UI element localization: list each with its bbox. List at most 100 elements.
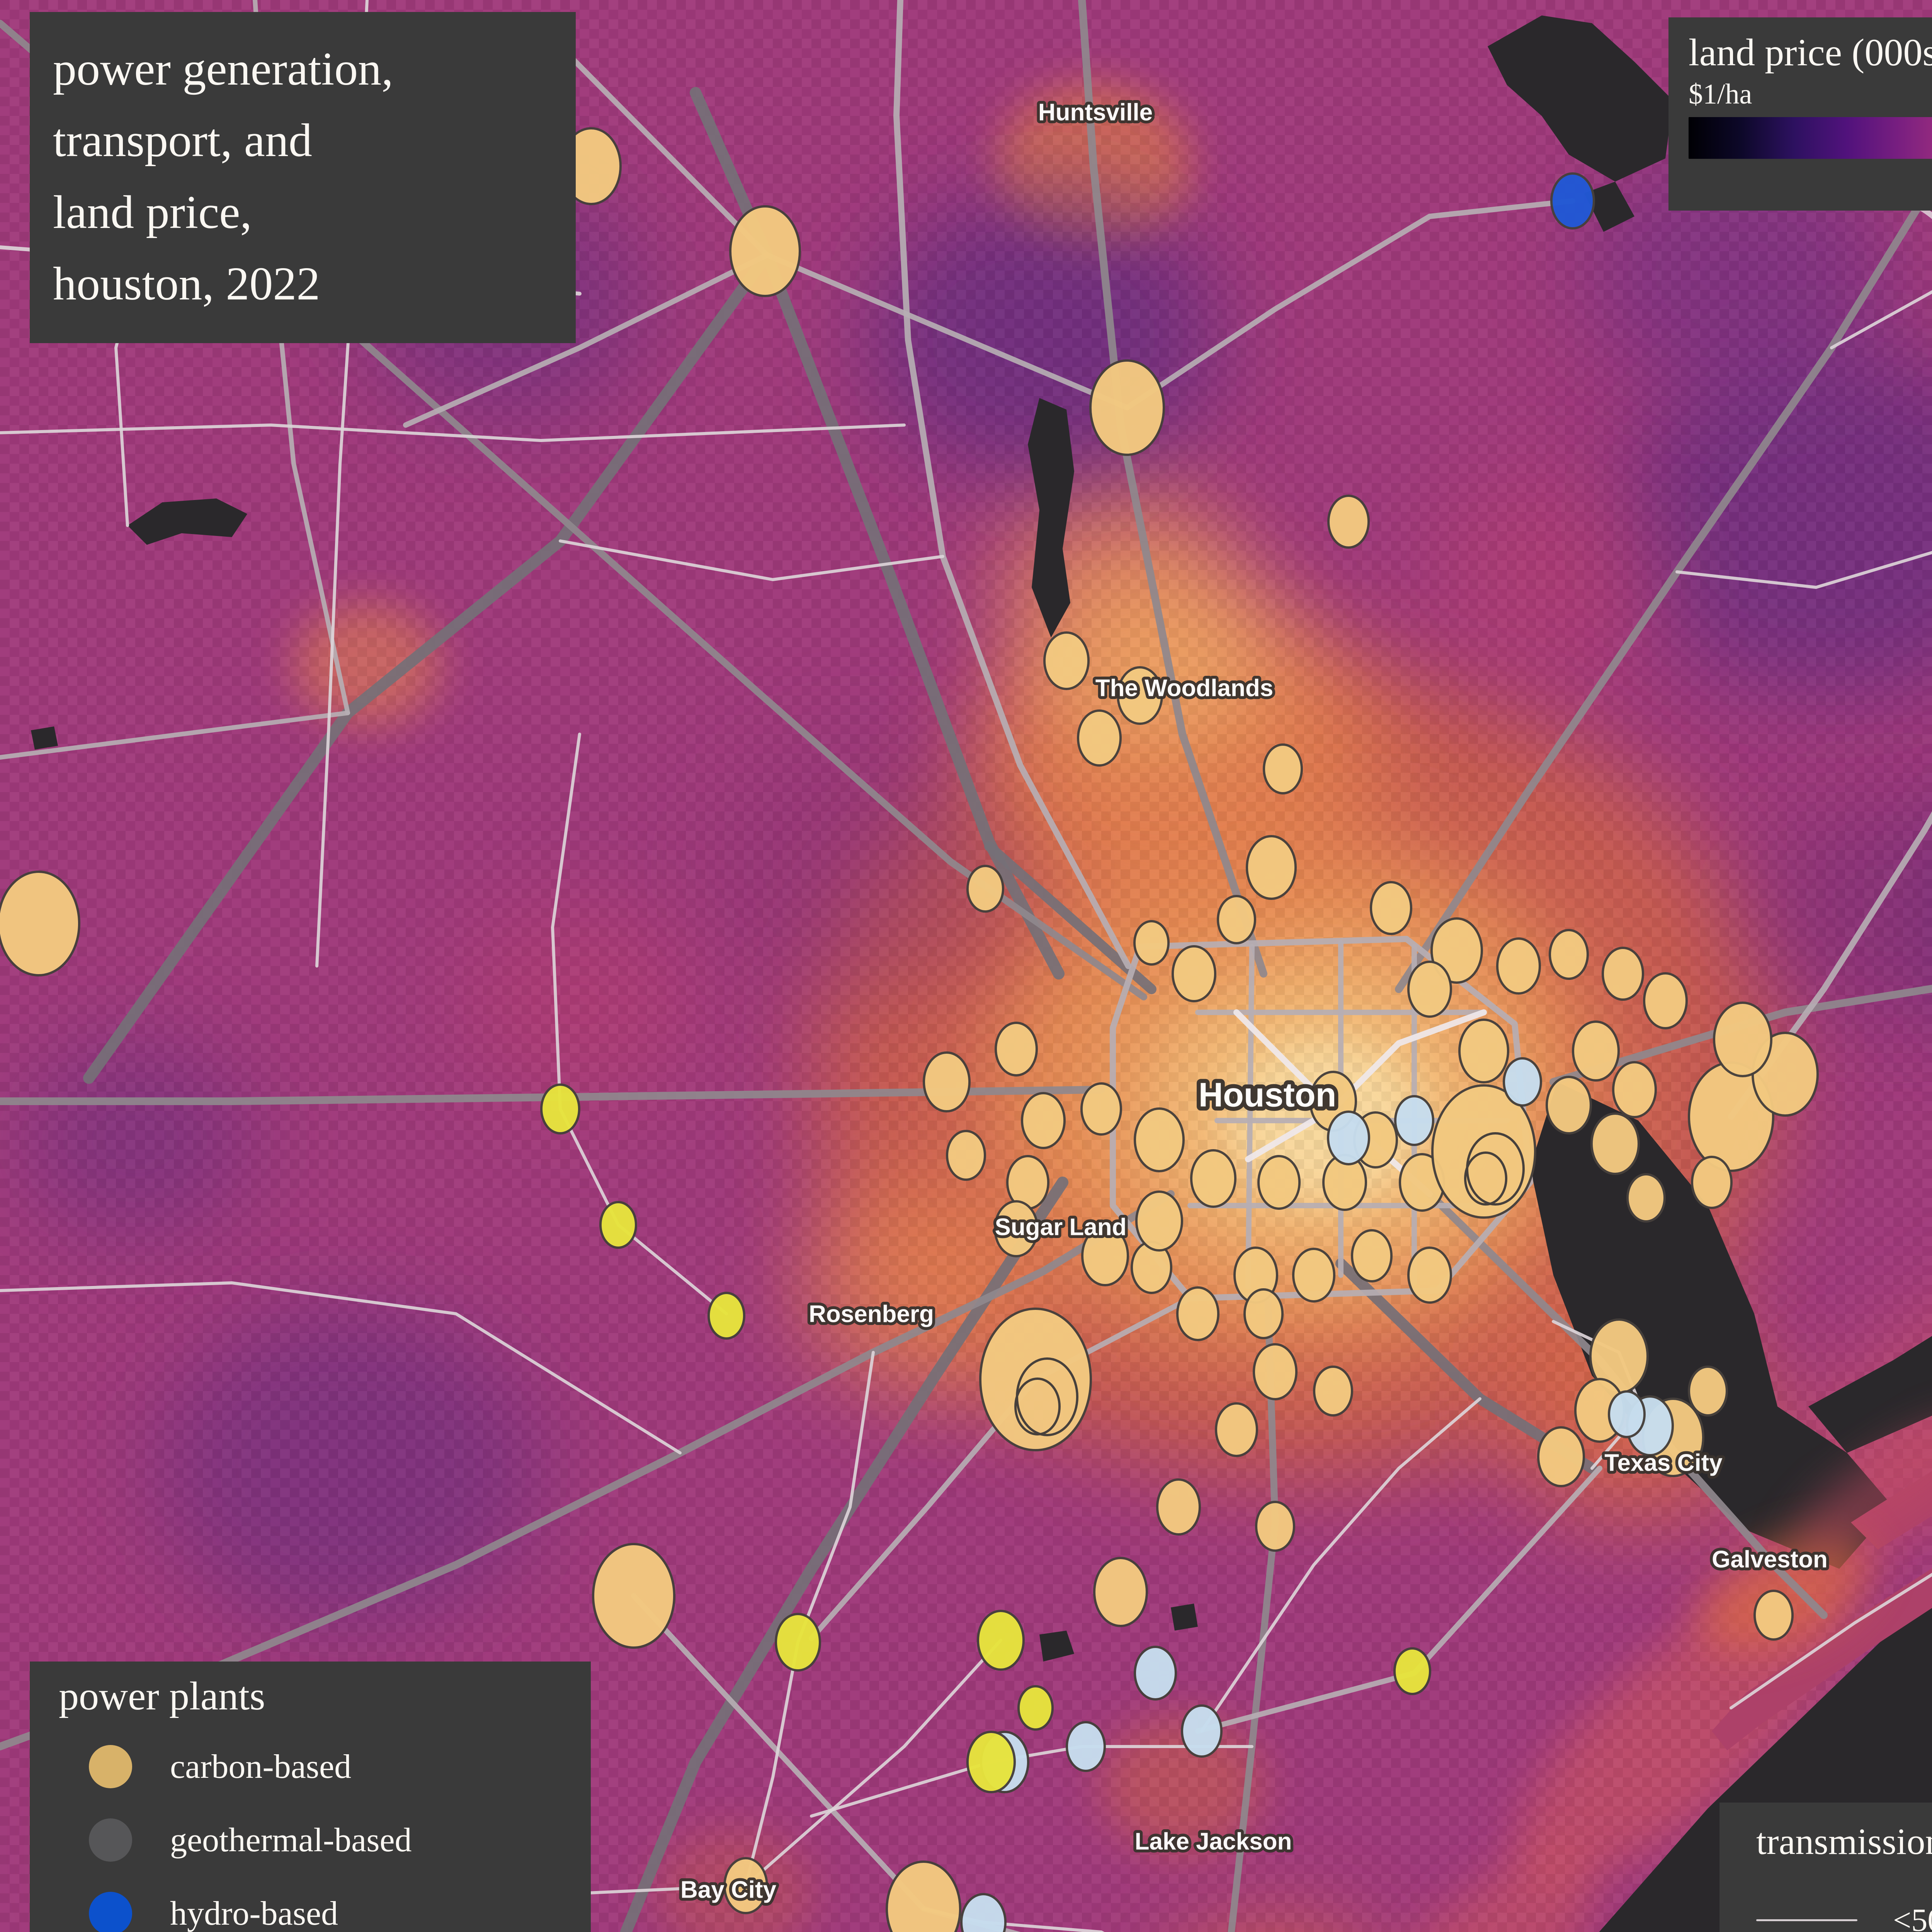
plant-marker-s (1609, 1391, 1645, 1437)
plant-marker-c (1136, 1192, 1182, 1250)
plant-marker-c (1293, 1249, 1334, 1301)
plant-marker-c (996, 1023, 1037, 1075)
plant-marker-c (1157, 1480, 1200, 1534)
plant-marker-c (947, 1131, 985, 1180)
plant-marker-c (1177, 1287, 1218, 1340)
plant-marker-c (1082, 1083, 1121, 1134)
plant-marker-c (1408, 1248, 1451, 1303)
plant-type-label: carbon-based (170, 1747, 351, 1786)
legend-item--50-k-: <50 kV (1756, 1882, 1932, 1932)
plant-marker-c (1254, 1344, 1296, 1399)
plant-marker-c (1134, 921, 1168, 964)
plant-marker-l (600, 1202, 636, 1248)
legend-item-hydro-based: hydro-based (59, 1877, 591, 1932)
plant-type-label: geothermal-based (170, 1821, 412, 1860)
plant-type-swatch (89, 1818, 132, 1862)
city-label: Rosenberg (809, 1301, 934, 1327)
plant-marker-l (968, 1732, 1015, 1792)
map-title-box: power generation, transport, and land pr… (30, 12, 576, 343)
water-body (31, 726, 58, 750)
city-label: The Woodlands (1095, 675, 1273, 701)
plant-marker-c (1247, 836, 1296, 899)
plant-marker-c (1459, 1020, 1508, 1082)
plant-marker-c (1216, 1403, 1257, 1456)
plant-marker-l (1019, 1686, 1053, 1730)
city-label: Bay City (680, 1876, 777, 1903)
plant-marker-c (1022, 1093, 1065, 1148)
plant-marker-c (1613, 1062, 1656, 1117)
plant-marker-s (1135, 1647, 1176, 1699)
plant-marker-c (1692, 1157, 1731, 1208)
plant-marker-c (1628, 1174, 1665, 1221)
plant-marker-c (1094, 1558, 1147, 1626)
land-price-colorbar (1689, 117, 1932, 159)
plant-marker-c (1538, 1427, 1584, 1486)
plant-marker-l (709, 1293, 744, 1338)
land-price-min-label: $1/ha (1689, 78, 1752, 111)
plant-marker-c (1191, 1150, 1235, 1207)
city-label: Lake Jackson (1135, 1828, 1292, 1855)
line-width-swatch (1756, 1919, 1857, 1921)
transmission-legend-title: transmission lines (1756, 1820, 1932, 1863)
city-label: Houston (1199, 1075, 1337, 1114)
plant-marker-c (1173, 946, 1215, 1001)
plant-type-swatch (89, 1745, 132, 1788)
transmission-line (1248, 947, 1252, 1287)
plant-marker-c (1256, 1502, 1294, 1551)
city-label: Galveston (1712, 1546, 1828, 1573)
plant-marker-l (978, 1611, 1024, 1670)
plant-marker-c (1259, 1156, 1299, 1209)
plant-marker-c (593, 1544, 674, 1648)
land-price-legend-title: land price (000s) (1689, 28, 1932, 77)
plant-marker-c (1352, 1230, 1391, 1281)
plant-marker-s (1182, 1706, 1221, 1757)
plant-marker-c (1044, 633, 1088, 689)
city-label: Texas City (1604, 1449, 1723, 1476)
power-plants-legend: power plants carbon-based geothermal-base… (30, 1662, 591, 1932)
transmission-lines-legend: transmission lines <50 kV50 kV - 100 kV1… (1719, 1803, 1932, 1932)
plant-marker-s (1328, 1112, 1369, 1164)
plant-marker-c (1644, 973, 1687, 1028)
plant-marker-c (1135, 1109, 1184, 1171)
plant-marker-l (1395, 1648, 1430, 1694)
plant-type-label: hydro-based (170, 1894, 338, 1932)
plant-marker-c (1371, 882, 1411, 934)
land-price-legend-range: $1/ha $800/ha (1689, 78, 1932, 111)
city-label: Sugar Land (995, 1214, 1126, 1240)
plant-marker-c (1592, 1114, 1639, 1174)
title-line: land price, (53, 177, 553, 248)
line-class-label: <50 kV (1893, 1901, 1932, 1932)
plant-marker-c (730, 206, 800, 296)
title-line: transport, and (53, 105, 553, 176)
plant-marker-c (1497, 939, 1540, 993)
plant-marker-c (924, 1053, 969, 1111)
plant-marker-s (1395, 1096, 1433, 1145)
land-price-legend: land price (000s) $1/ha $800/ha (1668, 17, 1932, 211)
plant-marker-c (0, 872, 79, 975)
plant-marker-h (1551, 173, 1594, 228)
map-screenshot: Huntsville The Woodlands Houston Sugar Land… (0, 0, 1932, 1932)
title-line: power generation, (53, 33, 553, 105)
transmission-legend-rows: <50 kV50 kV - 100 kV100 kV - 160kV161 kV… (1756, 1882, 1932, 1932)
title-line: houston, 2022 (53, 248, 553, 320)
plant-marker-l (541, 1085, 579, 1133)
power-plants-legend-rows: carbon-basedgeothermal-basedhydro-basedu… (59, 1730, 591, 1932)
plant-marker-s (1504, 1058, 1541, 1105)
plant-marker-c (1328, 496, 1369, 548)
plant-type-swatch (89, 1892, 132, 1932)
city-label: Huntsville (1038, 99, 1153, 126)
plant-marker-c (1603, 948, 1643, 1000)
water-body (1171, 1604, 1198, 1631)
legend-item-carbon-based: carbon-based (59, 1730, 591, 1803)
plant-marker-s (1067, 1722, 1105, 1771)
plant-marker-c (968, 866, 1003, 912)
plant-marker-c (1314, 1367, 1352, 1415)
plant-marker-c (1550, 930, 1588, 979)
plant-marker-l (776, 1614, 820, 1670)
plant-marker-c (1755, 1591, 1793, 1639)
legend-item-geothermal-based: geothermal-based (59, 1803, 591, 1877)
plant-marker-c (1218, 896, 1255, 943)
plant-marker-c (1408, 962, 1451, 1017)
plant-marker-c (1078, 711, 1121, 765)
plant-marker-c (1245, 1289, 1282, 1338)
